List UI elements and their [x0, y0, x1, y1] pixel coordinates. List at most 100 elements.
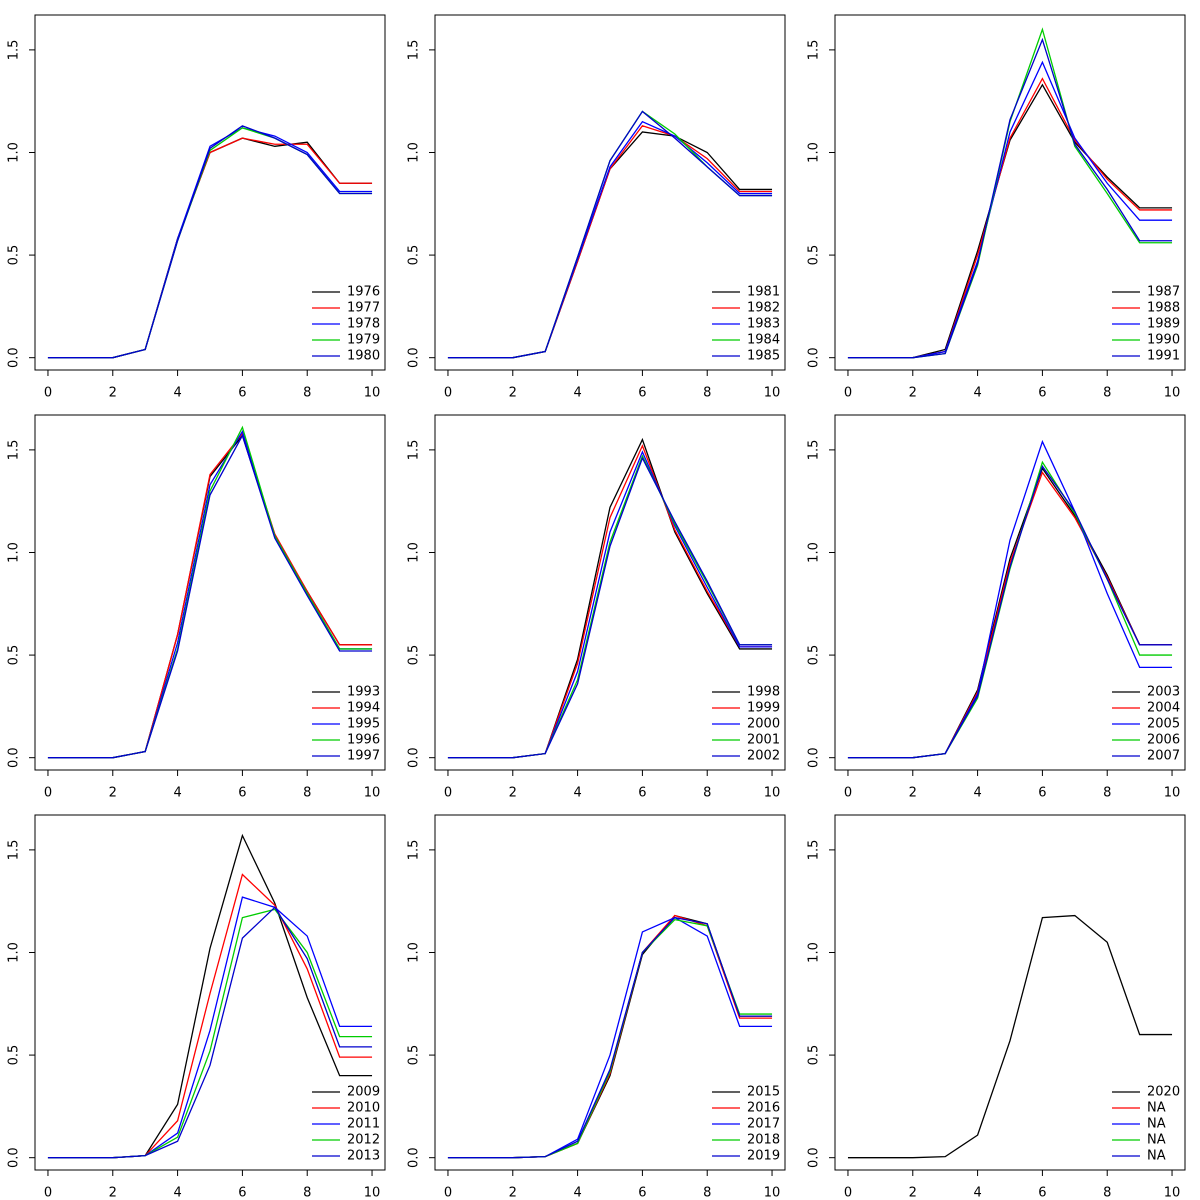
x-tick-label: 0	[444, 1186, 452, 1200]
series-line	[447, 918, 773, 1159]
series-line	[447, 916, 773, 1159]
series-line	[47, 433, 373, 759]
x-tick-label: 6	[638, 386, 646, 401]
plot-frame	[434, 14, 786, 371]
y-tick-label: 1.0	[407, 142, 422, 163]
x-tick-label: 10	[764, 786, 781, 801]
y-tick-label: 1.0	[807, 142, 822, 163]
series-line	[447, 120, 773, 359]
legend-label: 2002	[747, 749, 780, 764]
x-tick-label: 0	[844, 786, 852, 801]
legend-label: 1982	[747, 301, 780, 316]
x-tick-label: 6	[238, 386, 246, 401]
y-tick-label: 0.0	[7, 1147, 22, 1168]
legend-label: 1981	[747, 285, 780, 300]
legend-label: 1994	[347, 701, 380, 716]
legend-label: 2010	[347, 1101, 380, 1116]
legend-label: 2015	[747, 1085, 780, 1100]
legend-label: 1995	[347, 717, 380, 732]
legend-label: 1991	[1147, 349, 1180, 364]
x-tick-label: 4	[173, 786, 181, 801]
x-tick-label: 2	[109, 386, 117, 401]
x-tick-label: 4	[573, 386, 581, 401]
y-tick-label: 0.0	[807, 347, 822, 368]
legend-label: 2000	[747, 717, 780, 732]
x-tick-label: 2	[509, 786, 517, 801]
series-line	[47, 125, 373, 359]
x-tick-label: 4	[173, 1186, 181, 1200]
x-tick-label: 8	[703, 386, 711, 401]
y-tick-label: 0.0	[407, 1147, 422, 1168]
x-tick-label: 0	[44, 386, 52, 401]
x-tick-label: 8	[1103, 1186, 1111, 1200]
y-tick-label: 1.5	[807, 840, 822, 861]
series-line	[47, 833, 373, 1159]
x-tick-label: 0	[444, 386, 452, 401]
y-tick-label: 1.0	[807, 542, 822, 563]
x-tick-label: 8	[703, 1186, 711, 1200]
legend-label: 2001	[747, 733, 780, 748]
plot-frame	[34, 14, 386, 371]
legend-label: NA	[1147, 1133, 1166, 1148]
y-tick-label: 0.5	[807, 645, 822, 666]
y-tick-label: 0.0	[7, 347, 22, 368]
legend-label: 2005	[1147, 717, 1180, 732]
y-tick-label: 0.5	[7, 1045, 22, 1066]
x-tick-label: 8	[303, 386, 311, 401]
x-tick-label: 8	[303, 1186, 311, 1200]
legend-label: 1993	[347, 685, 380, 700]
x-tick-label: 2	[909, 1186, 917, 1200]
legend-label: 2003	[1147, 685, 1180, 700]
series-line	[47, 896, 373, 1159]
x-tick-label: 2	[509, 1186, 517, 1200]
y-tick-label: 0.5	[407, 1045, 422, 1066]
series-line	[47, 906, 373, 1159]
legend-label: 1996	[347, 733, 380, 748]
y-tick-label: 1.0	[807, 942, 822, 963]
series-line	[847, 464, 1173, 759]
y-tick-label: 1.0	[407, 542, 422, 563]
series-line	[847, 83, 1173, 359]
x-tick-label: 4	[173, 386, 181, 401]
y-tick-label: 1.5	[7, 440, 22, 461]
y-tick-label: 0.0	[807, 1147, 822, 1168]
x-tick-label: 4	[573, 786, 581, 801]
legend-label: 2019	[747, 1149, 780, 1164]
series-line	[447, 110, 773, 359]
x-tick-label: 0	[44, 786, 52, 801]
x-tick-label: 0	[844, 1186, 852, 1200]
x-tick-label: 10	[764, 1186, 781, 1200]
x-tick-label: 10	[1164, 786, 1181, 801]
x-tick-label: 2	[909, 786, 917, 801]
x-tick-label: 8	[1103, 786, 1111, 801]
legend-label: 1997	[347, 749, 380, 764]
legend-label: 2020	[1147, 1085, 1180, 1100]
legend-label: 1987	[1147, 285, 1180, 300]
legend-label: 2017	[747, 1117, 780, 1132]
legend-label: 2007	[1147, 749, 1180, 764]
series-line	[447, 444, 773, 759]
x-tick-label: 6	[1038, 786, 1046, 801]
legend-label: 2009	[347, 1085, 380, 1100]
y-tick-label: 1.5	[407, 840, 422, 861]
plot-frame	[34, 414, 386, 771]
x-tick-label: 4	[573, 1186, 581, 1200]
x-tick-label: 0	[44, 1186, 52, 1200]
series-line	[447, 450, 773, 759]
plot-frame	[434, 414, 786, 771]
x-tick-label: 10	[1164, 386, 1181, 401]
legend-label: 1989	[1147, 317, 1180, 332]
y-tick-label: 0.5	[407, 245, 422, 266]
series-line	[47, 873, 373, 1159]
x-tick-label: 8	[703, 786, 711, 801]
y-tick-label: 0.5	[7, 645, 22, 666]
x-tick-label: 0	[844, 386, 852, 401]
y-tick-label: 1.5	[407, 40, 422, 61]
series-line	[447, 916, 773, 1159]
y-tick-label: 1.0	[407, 942, 422, 963]
y-tick-label: 0.0	[7, 747, 22, 768]
